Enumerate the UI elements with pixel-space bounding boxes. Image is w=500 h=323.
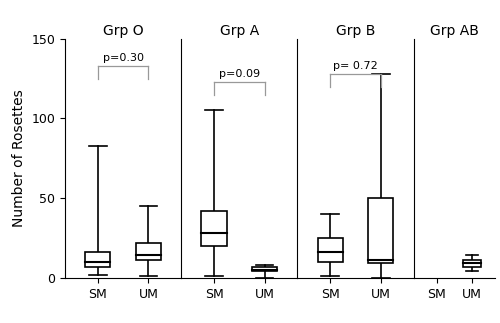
Title: Grp O: Grp O bbox=[103, 24, 144, 37]
Bar bbox=[202, 211, 226, 246]
Text: p=0.30: p=0.30 bbox=[102, 54, 144, 63]
Bar bbox=[252, 266, 277, 271]
Bar bbox=[463, 260, 481, 266]
Title: Grp A: Grp A bbox=[220, 24, 259, 37]
Y-axis label: Number of Rosettes: Number of Rosettes bbox=[12, 89, 26, 227]
Bar bbox=[136, 243, 161, 260]
Text: p=0.09: p=0.09 bbox=[219, 69, 260, 79]
Title: Grp AB: Grp AB bbox=[430, 24, 479, 37]
Bar bbox=[318, 238, 343, 262]
Text: p= 0.72: p= 0.72 bbox=[333, 61, 378, 71]
Bar bbox=[368, 198, 394, 264]
Bar bbox=[85, 252, 110, 266]
Title: Grp B: Grp B bbox=[336, 24, 375, 37]
